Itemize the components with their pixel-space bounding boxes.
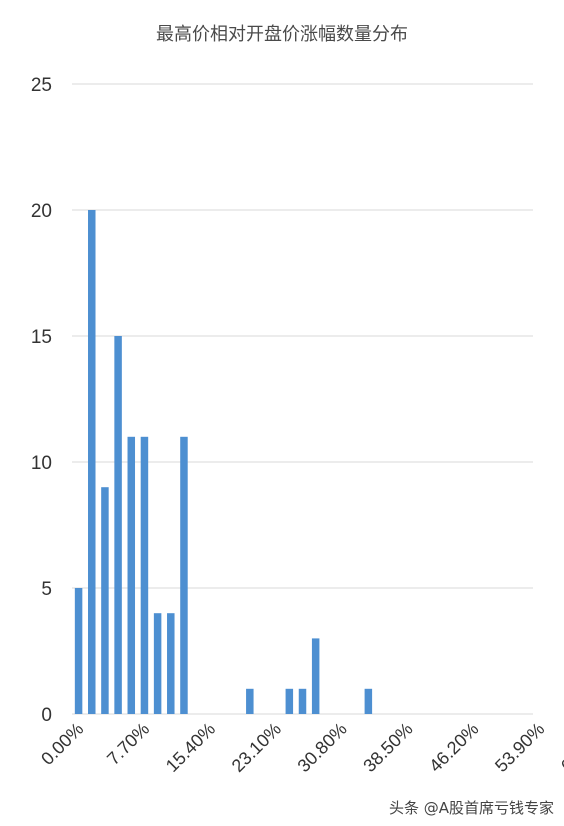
gridlines <box>72 83 533 715</box>
bar-6 <box>153 613 162 714</box>
x-tick-label: 46.20% <box>425 719 482 776</box>
bar-0 <box>74 588 83 714</box>
bar-8 <box>180 436 188 714</box>
bar-16 <box>285 688 294 714</box>
bar-22 <box>364 688 373 714</box>
x-tick-label: 0.00% <box>37 719 87 769</box>
x-axis-ticks: 0.00% 7.70% 15.40% 23.10% 30.80% 38.50% 46.20%… <box>37 719 564 776</box>
x-tick-label: 53.90% <box>491 719 548 776</box>
y-tick-label: 15 <box>31 327 52 348</box>
bar-17 <box>298 688 307 714</box>
bar-4 <box>127 436 136 714</box>
bar-3 <box>114 336 122 714</box>
x-tick-label: 30.80% <box>294 719 351 776</box>
y-axis-ticks: 0 5 10 15 20 25 <box>31 75 52 726</box>
x-tick-label: 38.50% <box>359 719 416 776</box>
bars <box>74 210 373 714</box>
bar-1 <box>88 210 96 714</box>
chart-title: 最高价相对开盘价涨幅数量分布 <box>156 24 408 45</box>
bar-2 <box>101 487 109 714</box>
bar-18 <box>311 638 320 714</box>
x-tick-label: 23.10% <box>228 719 285 776</box>
bar-7 <box>167 613 175 714</box>
y-tick-label: 20 <box>31 201 52 222</box>
y-tick-label: 0 <box>41 705 52 726</box>
y-tick-label: 25 <box>31 75 52 96</box>
bar-13 <box>246 688 254 714</box>
x-tick-label: 7.70% <box>103 719 153 769</box>
x-tick-label: 15.40% <box>162 719 219 776</box>
watermark: 头条 @A股首席亏钱专家 <box>388 799 554 817</box>
y-tick-label: 5 <box>41 579 52 600</box>
x-tick-label: 61.60% <box>557 719 564 776</box>
y-tick-label: 10 <box>31 453 52 474</box>
bar-5 <box>140 436 149 714</box>
